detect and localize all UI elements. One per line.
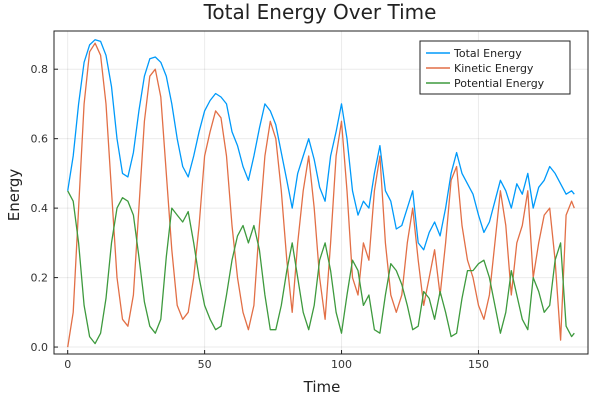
x-tick-label: 50 <box>198 358 212 371</box>
legend-label: Potential Energy <box>454 77 545 90</box>
y-tick-label: 0.2 <box>31 272 49 285</box>
legend-label: Total Energy <box>453 47 522 60</box>
y-ticks: 0.0 0.2 0.4 0.6 0.8 <box>31 63 58 354</box>
legend-label: Kinetic Energy <box>454 62 534 75</box>
y-tick-label: 0.0 <box>31 341 49 354</box>
chart-title: Total Energy Over Time <box>203 0 437 24</box>
legend: Total Energy Kinetic Energy Potential Ener… <box>419 40 571 95</box>
x-tick-label: 100 <box>331 358 352 371</box>
series-line-potential-energy <box>67 190 575 345</box>
y-tick-label: 0.8 <box>31 63 49 76</box>
y-tick-label: 0.4 <box>31 202 49 215</box>
y-tick-label: 0.6 <box>31 133 49 146</box>
x-ticks: 0 50 100 150 <box>64 350 489 371</box>
x-tick-label: 150 <box>468 358 489 371</box>
plot-frame <box>53 30 589 355</box>
series-line-kinetic-energy <box>67 42 575 348</box>
series-line-total-energy <box>67 39 575 251</box>
x-tick-label: 0 <box>64 358 71 371</box>
x-axis-title: Time <box>303 378 341 396</box>
series-lines <box>67 39 575 348</box>
y-axis-title: Energy <box>5 169 23 222</box>
